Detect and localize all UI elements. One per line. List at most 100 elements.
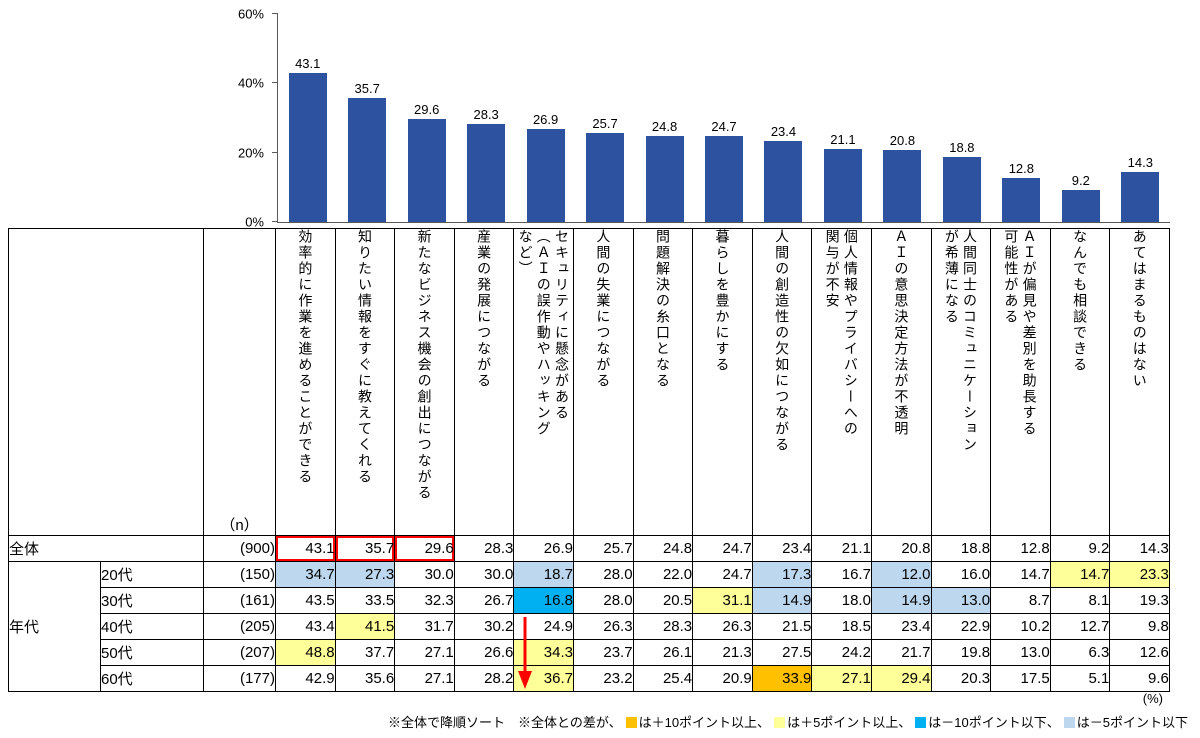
row-group-label: 年代 <box>8 561 101 692</box>
legend-swatch <box>625 717 637 728</box>
bar-value-label: 18.8 <box>949 139 975 155</box>
n-value: (205) <box>203 613 276 640</box>
bar-chart-plot: 43.1 35.7 29.6 28.3 26.9 25.7 24.8 24.7 23.4 21.1… <box>272 13 1170 223</box>
n-value: (900) <box>203 535 276 562</box>
column-header: 人間の失業につながる <box>572 228 634 536</box>
bar-slot: 18.8 <box>932 14 991 222</box>
value-cell: 21.1 <box>811 535 872 562</box>
value-cell: 18.5 <box>811 613 872 640</box>
value-cell: 20.3 <box>930 665 992 692</box>
value-cell: 34.7 <box>275 561 336 588</box>
column-header: あてはまるものはない <box>1109 228 1170 536</box>
value-cell: 24.7 <box>692 561 753 588</box>
column-header: セキュリティに懸念がある （ＡＩの誤作動やハッキング など） <box>513 228 574 536</box>
column-header-text: 新たなビジネス機会の創出につながる <box>416 229 433 502</box>
column-header-text: 個人情報やプライバシーへの 関与が不安 <box>824 229 859 438</box>
n-value: (207) <box>203 639 276 666</box>
row-label-age: 30代 <box>100 587 204 614</box>
bar <box>823 148 862 222</box>
bar-slot: 24.8 <box>635 14 694 222</box>
value-cell: 43.5 <box>275 587 336 614</box>
bar-value-label: 23.4 <box>770 123 797 139</box>
row-label-age: 60代 <box>100 665 204 692</box>
column-header: 人間同士のコミュニケーション が希薄になる <box>930 228 992 536</box>
value-cell: 26.1 <box>632 639 694 666</box>
value-cell: 23.3 <box>1109 561 1170 588</box>
bar-slot: 26.9 <box>516 14 575 222</box>
value-cell: 26.7 <box>453 587 515 614</box>
column-header: ＡＩの意思決定方法が不透明 <box>870 228 932 536</box>
value-cell: 14.7 <box>1049 561 1111 588</box>
column-header: 人間の創造性の欠如につながる <box>751 228 813 536</box>
column-header-text: 効率的に作業を進めることができる <box>297 229 314 486</box>
bar-slot: 25.7 <box>575 14 634 222</box>
bar <box>883 149 922 222</box>
value-cell: 16.7 <box>811 561 872 588</box>
bar <box>348 98 387 222</box>
y-tick-label: 60% <box>237 6 264 22</box>
table-corner <box>8 228 204 536</box>
bar <box>467 123 506 222</box>
value-cell: 28.3 <box>453 535 515 562</box>
bar-slot: 14.3 <box>1111 14 1170 222</box>
value-cell: 32.3 <box>394 587 455 614</box>
bar-value-label: 43.1 <box>295 55 321 71</box>
value-cell: 30.2 <box>453 613 515 640</box>
y-tick-label: 20% <box>237 145 264 161</box>
bar-value-label: 21.1 <box>830 131 856 147</box>
footer-sort-note: ※全体で降順ソート <box>387 715 518 730</box>
value-cell: 9.2 <box>1049 535 1111 562</box>
value-cell: 23.7 <box>572 639 634 666</box>
row-label-age: 20代 <box>100 561 204 588</box>
value-cell: 12.6 <box>1109 639 1170 666</box>
value-cell: 19.8 <box>930 639 992 666</box>
value-cell: 41.5 <box>334 613 396 640</box>
value-cell: 28.2 <box>453 665 515 692</box>
column-header: 暮らしを豊かにする <box>692 228 753 536</box>
value-cell: 18.7 <box>513 561 574 588</box>
column-header-text: 人間同士のコミュニケーション が希薄になる <box>943 229 979 454</box>
column-header: なんでも相談できる <box>1049 228 1111 536</box>
column-header-text: 問題解決の糸口となる <box>654 229 671 390</box>
bar-value-label: 28.3 <box>473 106 499 122</box>
legend-swatch <box>1063 717 1075 728</box>
value-cell: 36.7 <box>513 665 574 692</box>
footer-notes: ※全体で降順ソート ※全体との差が、 は＋10ポイント以上、 は＋5ポイント以上、 は… <box>388 712 1188 731</box>
bar <box>407 119 446 222</box>
bar <box>942 156 981 222</box>
value-cell: 12.8 <box>990 535 1051 562</box>
legend-threshold-text: は－5ポイント以下 <box>1076 715 1188 730</box>
value-cell: 21.3 <box>692 639 753 666</box>
legend-swatch <box>915 717 927 728</box>
value-cell: 9.6 <box>1109 665 1170 692</box>
bar <box>764 140 803 222</box>
column-header: 個人情報やプライバシーへの 関与が不安 <box>811 228 872 536</box>
value-cell: 25.4 <box>632 665 694 692</box>
percent-unit-label: (%) <box>1142 691 1163 706</box>
value-cell: 33.9 <box>751 665 813 692</box>
y-tick-mark <box>272 151 278 153</box>
table-row: 40代 (205) 43.4 41.5 31.7 30.2 24.9 26.3 28.3 26.3… <box>9 613 1170 640</box>
value-cell: 28.0 <box>572 561 634 588</box>
value-cell: 14.9 <box>751 587 813 614</box>
value-cell: 14.9 <box>870 587 932 614</box>
value-cell: 22.9 <box>930 613 992 640</box>
y-tick-mark <box>272 13 278 14</box>
value-cell: 35.7 <box>334 535 396 562</box>
value-cell: 9.8 <box>1109 613 1170 640</box>
footer-diff-note: ※全体との差が、 <box>517 715 622 730</box>
bar <box>1121 172 1160 222</box>
bar-value-label: 9.2 <box>1071 173 1090 189</box>
value-cell: 48.8 <box>275 639 336 666</box>
value-cell: 26.3 <box>692 613 753 640</box>
row-label-age: 40代 <box>100 613 204 640</box>
bar-value-label: 20.8 <box>889 132 916 148</box>
value-cell: 28.0 <box>572 587 634 614</box>
bar <box>645 136 684 222</box>
bar-slot: 24.7 <box>694 14 753 222</box>
bar-slot: 12.8 <box>992 14 1051 222</box>
y-tick-label: 40% <box>237 75 264 91</box>
value-cell: 13.0 <box>930 587 992 614</box>
table-row: 年代 20代 (150) 34.7 27.3 30.0 30.0 18.7 28.0 22.0 24… <box>8 561 1170 692</box>
